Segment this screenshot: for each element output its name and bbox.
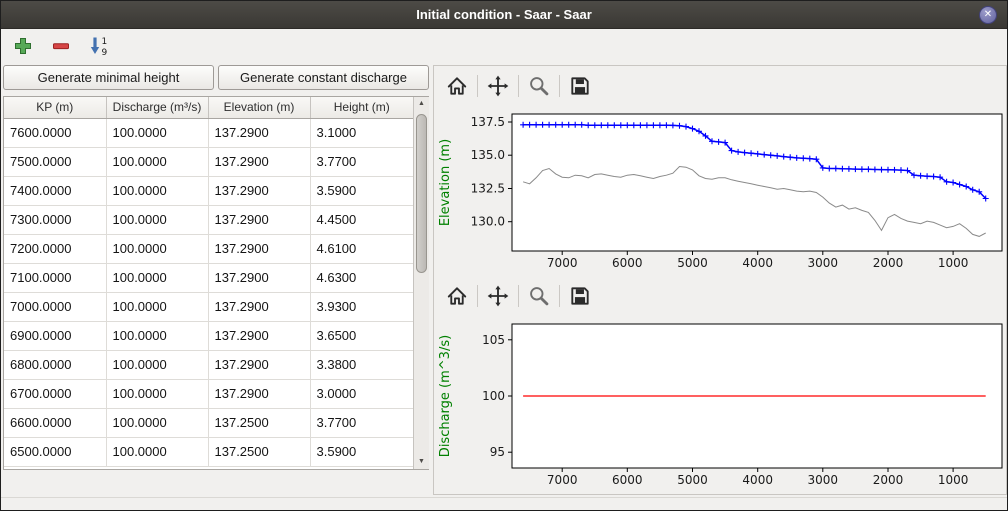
table-row: 7600.0000100.0000137.29003.1000 (4, 118, 413, 147)
svg-text:132.5: 132.5 (471, 182, 505, 196)
scroll-down-button[interactable]: ▼ (414, 455, 429, 469)
toolbar-separator (477, 75, 478, 97)
svg-text:2000: 2000 (873, 256, 904, 270)
table-row: 6600.0000100.0000137.25003.7700 (4, 408, 413, 437)
elevation-chart-canvas[interactable]: 7000 6000 5000 4000 3000 2000 1000 130.0 132.5 13… (434, 106, 1006, 276)
left-panel: Generate minimal height Generate constan… (3, 65, 429, 495)
table-row: 7500.0000100.0000137.29003.7700 (4, 147, 413, 176)
table-row: 6800.0000100.0000137.29003.3800 (4, 350, 413, 379)
magnifier-icon (528, 75, 550, 97)
pan-icon (487, 285, 509, 307)
sort-button[interactable]: 1 9 (85, 32, 113, 60)
svg-text:3000: 3000 (808, 256, 839, 270)
close-button[interactable]: ✕ (979, 6, 997, 24)
toolbar-separator (518, 75, 519, 97)
add-row-button[interactable] (9, 32, 37, 60)
svg-text:9: 9 (102, 48, 108, 57)
column-header-height[interactable]: Height (m) (310, 97, 413, 118)
discharge-plot-toolbar (434, 276, 1006, 316)
save-button[interactable] (565, 71, 595, 101)
magnifier-icon (528, 285, 550, 307)
svg-text:1000: 1000 (938, 473, 969, 487)
generate-minimal-height-button[interactable]: Generate minimal height (3, 65, 214, 90)
svg-text:5000: 5000 (677, 473, 708, 487)
save-icon (569, 75, 591, 97)
elevation-plot-toolbar (434, 66, 1006, 106)
pan-button[interactable] (483, 281, 513, 311)
initial-condition-table: KP (m) Discharge (m³/s) Elevation (m) He… (3, 96, 429, 470)
zoom-button[interactable] (524, 281, 554, 311)
toolbar-separator (518, 285, 519, 307)
close-icon: ✕ (984, 9, 992, 20)
table-row: 7200.0000100.0000137.29004.6100 (4, 234, 413, 263)
sort-ascending-icon: 1 9 (88, 35, 110, 57)
svg-text:100: 100 (482, 389, 505, 403)
save-icon (569, 285, 591, 307)
home-button[interactable] (442, 281, 472, 311)
svg-text:6000: 6000 (612, 256, 643, 270)
svg-text:95: 95 (490, 445, 505, 459)
scroll-up-button[interactable]: ▲ (414, 97, 429, 111)
svg-text:130.0: 130.0 (471, 215, 505, 229)
generate-button-row: Generate minimal height Generate constan… (3, 65, 429, 90)
svg-text:2000: 2000 (873, 473, 904, 487)
table-row: 7100.0000100.0000137.29004.6300 (4, 263, 413, 292)
svg-text:105: 105 (482, 333, 505, 347)
svg-text:1000: 1000 (938, 256, 969, 270)
remove-row-button[interactable] (47, 32, 75, 60)
toolbar-separator (477, 285, 478, 307)
svg-text:1: 1 (102, 37, 108, 47)
toolbar-separator (559, 285, 560, 307)
table-row: 6500.0000100.0000137.25003.5900 (4, 437, 413, 466)
scrollbar-thumb[interactable] (416, 114, 427, 272)
svg-text:4000: 4000 (742, 473, 773, 487)
pan-button[interactable] (483, 71, 513, 101)
main-toolbar: 1 9 (1, 29, 1007, 63)
main-content: Generate minimal height Generate constan… (1, 63, 1007, 497)
scrollbar-track[interactable] (414, 111, 429, 455)
generate-constant-discharge-button[interactable]: Generate constant discharge (218, 65, 429, 90)
svg-text:135.0: 135.0 (471, 148, 505, 162)
remove-icon (51, 36, 71, 56)
home-icon (446, 75, 468, 97)
svg-text:137.5: 137.5 (471, 115, 505, 129)
column-header-discharge[interactable]: Discharge (m³/s) (106, 97, 208, 118)
save-button[interactable] (565, 281, 595, 311)
svg-text:Elevation (m): Elevation (m) (438, 139, 453, 226)
data-table: KP (m) Discharge (m³/s) Elevation (m) He… (4, 97, 413, 467)
column-header-kp[interactable]: KP (m) (4, 97, 106, 118)
svg-text:7000: 7000 (547, 473, 578, 487)
svg-text:6000: 6000 (612, 473, 643, 487)
home-icon (446, 285, 468, 307)
svg-text:5000: 5000 (677, 256, 708, 270)
titlebar[interactable]: Initial condition - Saar - Saar ✕ (1, 1, 1007, 29)
plots-panel: 7000 6000 5000 4000 3000 2000 1000 130.0 132.5 13… (433, 65, 1007, 495)
table-row: 7400.0000100.0000137.29003.5900 (4, 176, 413, 205)
window-title: Initial condition - Saar - Saar (1, 7, 1007, 22)
table-row: 6900.0000100.0000137.29003.6500 (4, 321, 413, 350)
toolbar-separator (559, 75, 560, 97)
home-button[interactable] (442, 71, 472, 101)
table-row: 7300.0000100.0000137.29004.4500 (4, 205, 413, 234)
column-header-elevation[interactable]: Elevation (m) (208, 97, 310, 118)
table-row: 7000.0000100.0000137.29003.9300 (4, 292, 413, 321)
svg-text:Discharge (m^3/s): Discharge (m^3/s) (438, 335, 453, 457)
app-window: Initial condition - Saar - Saar ✕ 1 9 (0, 0, 1008, 511)
zoom-button[interactable] (524, 71, 554, 101)
vertical-scrollbar[interactable]: ▲ ▼ (413, 97, 429, 469)
table-header-row: KP (m) Discharge (m³/s) Elevation (m) He… (4, 97, 413, 118)
svg-text:3000: 3000 (808, 473, 839, 487)
add-icon (13, 36, 33, 56)
status-strip (1, 497, 1007, 510)
svg-text:7000: 7000 (547, 256, 578, 270)
table-row: 6700.0000100.0000137.29003.0000 (4, 379, 413, 408)
pan-icon (487, 75, 509, 97)
svg-text:4000: 4000 (742, 256, 773, 270)
discharge-chart-canvas[interactable]: 7000 6000 5000 4000 3000 2000 1000 95 100 105 Disc… (434, 316, 1006, 492)
